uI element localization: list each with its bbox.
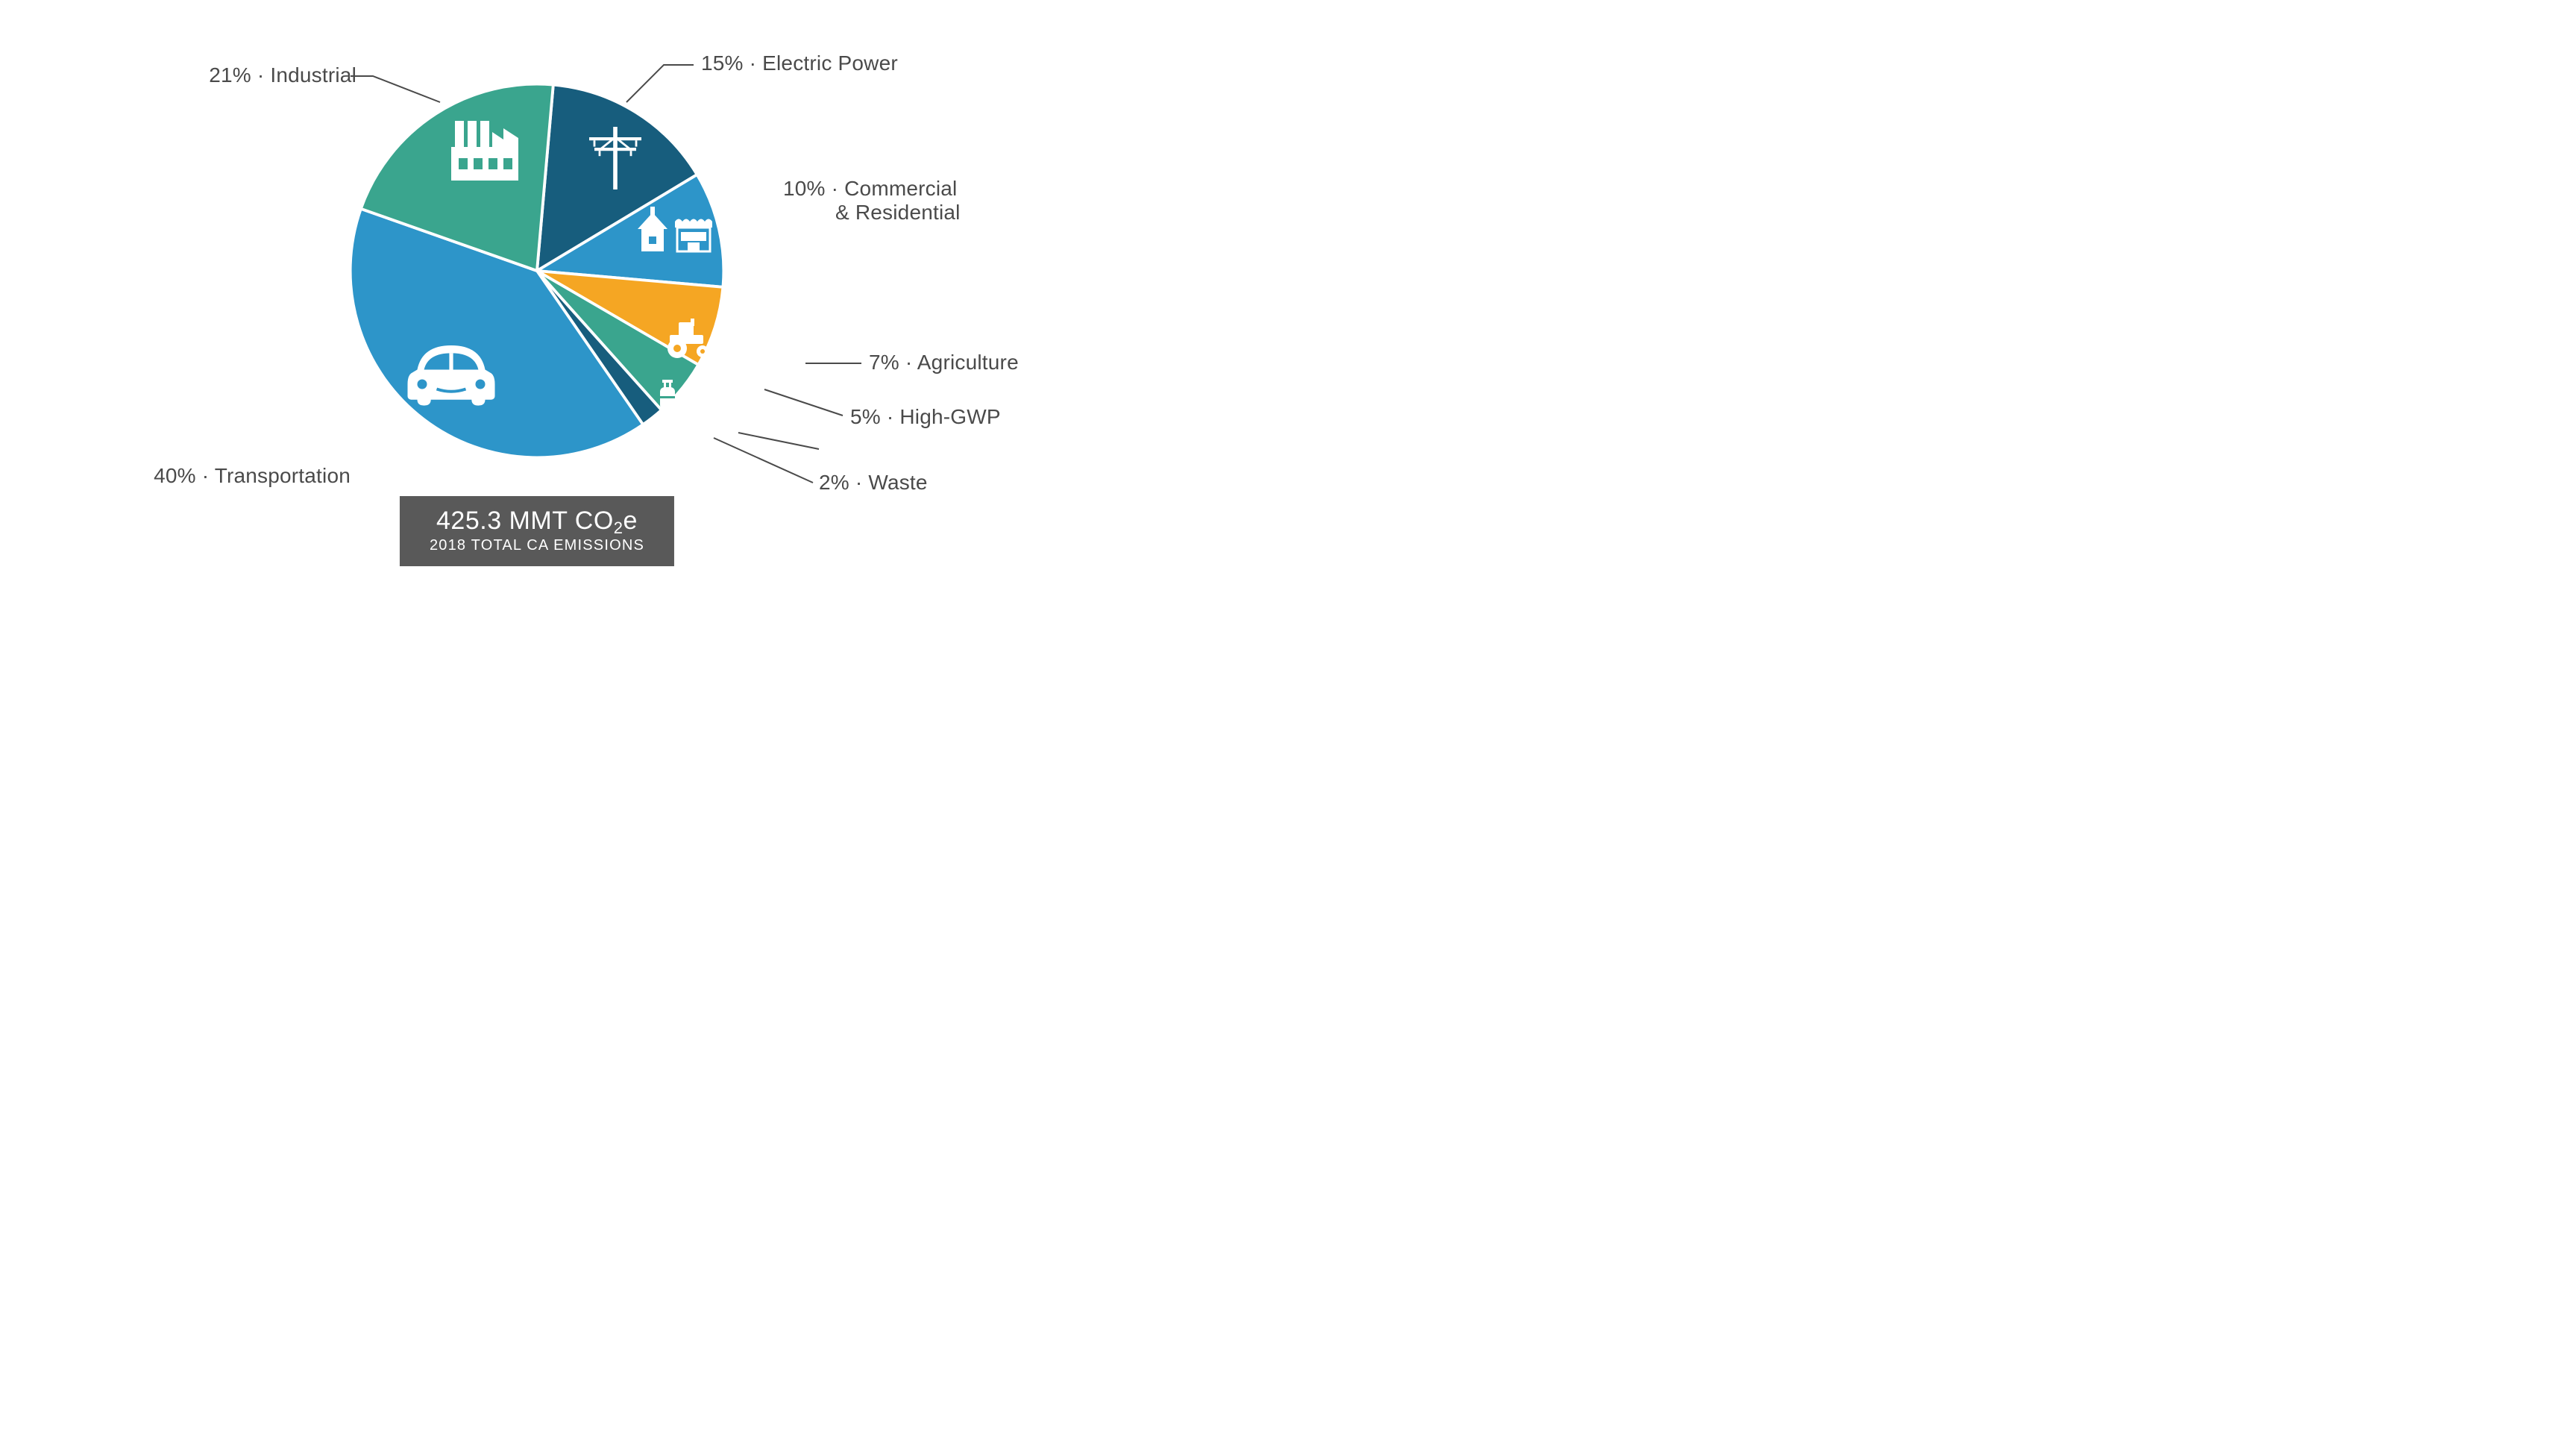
label-transport: 40% · Transportation <box>142 464 351 488</box>
label-industrial: 21% · Industrial <box>200 63 356 87</box>
label-agriculture: 7% · Agriculture <box>869 351 1019 374</box>
label-highgwp: 5% · High-GWP <box>850 405 1001 429</box>
emissions-pie-chart: 15% · Electric Power 10% · Commercial & … <box>127 20 947 542</box>
total-emissions-value: 425.3 MMT CO2e <box>430 507 644 536</box>
footer-sub-digit: 2 <box>614 518 623 537</box>
label-waste: 2% · Waste <box>819 471 928 495</box>
footer-pre: 425.3 MMT CO <box>436 507 614 535</box>
label-commercial-line1: 10% · Commercial <box>783 177 957 200</box>
label-electric: 15% · Electric Power <box>701 51 898 75</box>
total-emissions-label: 2018 TOTAL CA EMISSIONS <box>430 537 644 554</box>
total-emissions-box: 425.3 MMT CO2e 2018 TOTAL CA EMISSIONS <box>400 496 674 566</box>
label-commercial: 10% · Commercial & Residential <box>783 177 961 225</box>
label-commercial-line2: & Residential <box>783 201 961 225</box>
footer-post: e <box>623 507 638 535</box>
